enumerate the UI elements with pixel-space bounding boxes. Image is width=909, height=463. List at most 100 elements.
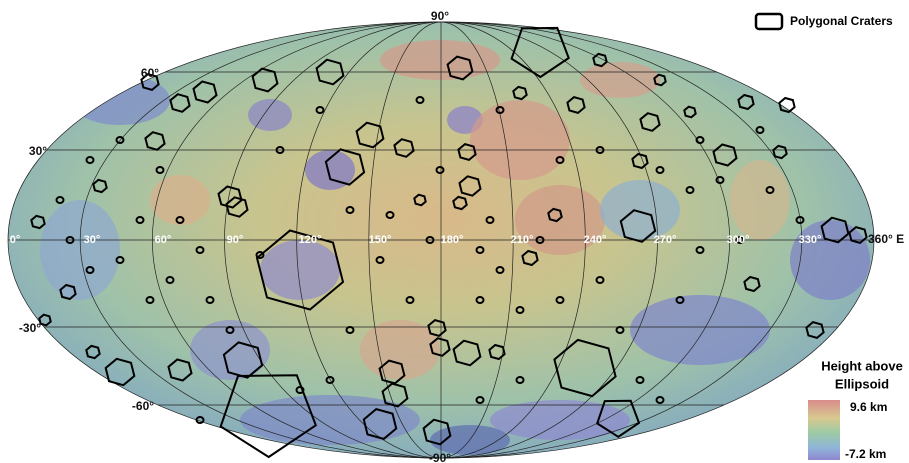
terrain-patch <box>360 320 440 380</box>
lon-label: 210° <box>511 234 534 246</box>
crater <box>510 26 570 79</box>
crater <box>381 382 409 408</box>
small-crater <box>415 96 425 104</box>
small-crater <box>275 146 285 154</box>
terrain-patch <box>40 200 120 300</box>
small-crater <box>375 256 385 264</box>
terrain-patch <box>248 99 292 131</box>
small-crater <box>435 166 445 174</box>
small-crater <box>675 296 685 304</box>
crater <box>85 344 101 360</box>
small-crater <box>165 276 175 284</box>
lon-label: 270° <box>654 234 677 246</box>
small-crater <box>475 246 485 254</box>
lat-label: -60° <box>132 399 154 413</box>
terrain-patch <box>490 400 630 440</box>
crater <box>737 93 755 111</box>
crater <box>217 185 243 209</box>
small-crater <box>735 236 745 244</box>
lon-label: 240° <box>584 234 607 246</box>
small-crater <box>535 236 545 244</box>
terrain-patch <box>240 395 420 445</box>
lon-label: 300° <box>727 234 750 246</box>
small-crater <box>315 106 325 114</box>
small-crater <box>195 416 205 424</box>
crater <box>255 229 345 311</box>
terrain-patch <box>630 295 770 365</box>
crater <box>38 313 52 327</box>
lon-label: 120° <box>299 234 322 246</box>
colorbar-min: -7.2 km <box>845 447 886 461</box>
small-crater <box>595 276 605 284</box>
lat-label: 60° <box>141 66 159 80</box>
crater <box>743 275 761 293</box>
terrain-patch <box>305 150 355 190</box>
terrain-patch <box>380 40 500 80</box>
small-crater <box>345 326 355 334</box>
small-crater <box>755 126 765 134</box>
terrain-patch <box>730 160 790 240</box>
small-crater <box>85 266 95 274</box>
small-crater <box>685 186 695 194</box>
small-crater <box>615 326 625 334</box>
small-crater <box>695 136 705 144</box>
crater <box>458 175 482 197</box>
terrain-patch <box>260 240 340 300</box>
crater <box>140 72 160 92</box>
small-crater <box>555 296 565 304</box>
lat-label: 90° <box>431 9 449 23</box>
terrain-patch <box>600 180 680 240</box>
small-crater <box>195 246 205 254</box>
crater <box>167 358 193 382</box>
crater <box>219 374 318 459</box>
crater <box>619 209 657 243</box>
lon-label: 150° <box>369 234 392 246</box>
crater <box>251 67 279 93</box>
lat-label: -90° <box>429 451 451 463</box>
crater <box>772 144 788 160</box>
lat-label: 30° <box>29 144 47 158</box>
small-crater <box>485 216 495 224</box>
crater <box>422 418 452 446</box>
crater <box>653 73 667 87</box>
small-crater <box>795 216 805 224</box>
crater <box>566 95 586 115</box>
small-crater <box>295 386 305 394</box>
crater <box>222 341 264 379</box>
small-crater <box>135 216 145 224</box>
small-crater <box>635 376 645 384</box>
crater <box>631 152 649 170</box>
small-crater <box>255 251 265 259</box>
crater <box>521 249 539 267</box>
small-crater <box>405 296 415 304</box>
crater <box>413 193 427 207</box>
small-crater <box>655 166 665 174</box>
crater <box>712 143 738 167</box>
colorbar-title: Height above <box>821 358 903 373</box>
small-crater <box>475 396 485 404</box>
small-crater <box>115 256 125 264</box>
crater <box>92 178 108 194</box>
terrain-patch <box>70 75 170 125</box>
crater <box>144 131 166 151</box>
crater <box>820 216 850 244</box>
crater <box>848 225 868 245</box>
small-crater <box>225 326 235 334</box>
lon-label: 60° <box>155 234 172 246</box>
lat-label: -30° <box>19 321 41 335</box>
small-crater <box>325 376 335 384</box>
crater <box>362 407 398 441</box>
crater <box>315 58 345 86</box>
terrain-patch <box>150 175 210 225</box>
small-crater <box>495 266 505 274</box>
small-crater <box>765 186 775 194</box>
small-crater <box>145 296 155 304</box>
crater <box>547 207 563 223</box>
crater <box>592 52 608 68</box>
lon-label: 180° <box>441 234 464 246</box>
crater <box>355 121 385 149</box>
small-crater <box>655 396 665 404</box>
crater <box>104 357 136 387</box>
crater <box>595 399 641 438</box>
lon-label: 0° <box>10 234 21 246</box>
